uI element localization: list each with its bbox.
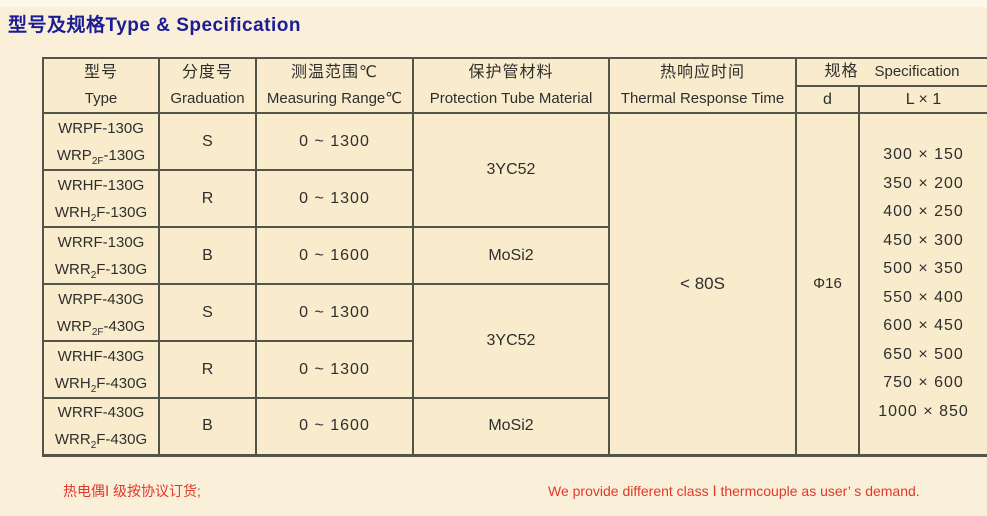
header-row-sub: d L × 1 <box>43 85 987 114</box>
cell-type-models: WRHF-430G WRH2F-430G <box>42 340 160 399</box>
col-header-type: 型号 Type <box>42 57 160 114</box>
length-spec: 650 × 500 <box>883 345 964 363</box>
cell-material: MoSi2 <box>412 226 610 285</box>
model-label: WRP2F-430G <box>56 317 146 338</box>
model-label: WRPF-430G <box>58 290 144 308</box>
model-label: WRR2F-430G <box>54 431 148 452</box>
col-header-range-zh: 测温范围℃ <box>291 64 378 81</box>
model-label: WRP2F-130G <box>56 146 146 167</box>
col-header-spec-zh: 规格 <box>824 63 859 80</box>
cell-graduation: R <box>158 169 257 228</box>
cell-graduation: B <box>158 397 257 456</box>
col-header-graduation-en: Graduation <box>170 90 245 107</box>
length-spec: 550 × 400 <box>883 288 964 306</box>
cell-graduation: S <box>158 283 257 342</box>
model-label: WRRF-430G <box>57 404 145 422</box>
table-row: WRHF-130G WRH2F-130G R 0 ~ 1300 <box>42 169 987 228</box>
cell-type-models: WRPF-130G WRP2F-130G <box>42 112 160 171</box>
top-strip <box>0 0 987 7</box>
cell-range: 0 ~ 1600 <box>255 397 414 456</box>
col-header-graduation: 分度号 Graduation <box>158 57 257 114</box>
col-header-l: L × 1 <box>858 85 987 114</box>
col-header-material: 保护管材料 Protection Tube Material <box>412 57 610 114</box>
cell-thermal-response: < 80S <box>608 112 797 456</box>
model-label: WRH2F-130G <box>54 203 148 224</box>
model-label: WRR2F-130G <box>54 260 148 281</box>
page-title: 型号及规格Type & Specification <box>8 15 301 36</box>
model-label: WRRF-130G <box>57 233 145 251</box>
col-header-d: d <box>795 85 860 114</box>
cell-length-specs: 300 × 150 350 × 200 400 × 250 450 × 300 … <box>858 112 987 456</box>
specification-table: 型号 Type 分度号 Graduation 测温范围℃ Measuring R… <box>42 57 987 457</box>
cell-type-models: WRHF-130G WRH2F-130G <box>42 169 160 228</box>
cell-type-models: WRPF-430G WRP2F-430G <box>42 283 160 342</box>
model-label: WRHF-430G <box>57 347 145 365</box>
col-header-response: 热响应时间 Thermal Response Time <box>608 57 797 114</box>
table-row: WRHF-430G WRH2F-430G R 0 ~ 1300 <box>42 340 987 399</box>
note-chinese: 热电偶Ⅰ 级按协议订货; <box>63 483 201 499</box>
cell-range: 0 ~ 1300 <box>255 112 414 171</box>
length-spec: 1000 × 850 <box>878 402 969 420</box>
note-english: We provide different class Ⅰ thermcouple… <box>548 483 920 499</box>
col-header-material-zh: 保护管材料 <box>468 64 554 81</box>
cell-material: 3YC52 <box>412 283 610 399</box>
length-spec: 300 × 150 <box>883 146 964 164</box>
cell-range: 0 ~ 1300 <box>255 340 414 399</box>
cell-range: 0 ~ 1300 <box>255 283 414 342</box>
cell-range: 0 ~ 1300 <box>255 169 414 228</box>
header-row-main: 型号 Type 分度号 Graduation 测温范围℃ Measuring R… <box>42 57 987 114</box>
model-label: WRPF-130G <box>58 119 144 137</box>
col-header-range: 测温范围℃ Measuring Range℃ <box>255 57 414 114</box>
cell-type-models: WRRF-430G WRR2F-430G <box>42 397 160 456</box>
length-spec: 600 × 450 <box>883 317 964 335</box>
length-spec: 450 × 300 <box>883 231 964 249</box>
length-spec: 400 × 250 <box>883 203 964 221</box>
col-header-type-zh: 型号 <box>83 64 118 81</box>
col-header-type-en: Type <box>84 90 118 107</box>
col-header-response-zh: 热响应时间 <box>659 64 745 81</box>
model-label: WRHF-130G <box>57 176 145 194</box>
model-label: WRH2F-430G <box>54 374 148 395</box>
length-spec: 350 × 200 <box>883 174 964 192</box>
col-header-response-en: Thermal Response Time <box>620 90 785 107</box>
cell-graduation: B <box>158 226 257 285</box>
cell-diameter: Φ16 <box>795 112 860 456</box>
cell-graduation: S <box>158 112 257 171</box>
cell-type-models: WRRF-130G WRR2F-130G <box>42 226 160 285</box>
table-row: WRPF-130G WRP2F-130G S 0 ~ 1300 3YC52 < … <box>42 112 987 456</box>
col-header-graduation-zh: 分度号 <box>181 64 233 81</box>
cell-graduation: R <box>158 340 257 399</box>
col-header-spec-en: Specification <box>874 63 960 80</box>
table-row: WRRF-430G WRR2F-430G B 0 ~ 1600 MoSi2 <box>42 397 987 456</box>
col-header-spec: 规格 Specification <box>795 57 987 87</box>
cell-material: 3YC52 <box>412 112 610 228</box>
length-spec: 750 × 600 <box>883 374 964 392</box>
length-spec: 500 × 350 <box>883 260 964 278</box>
cell-material: MoSi2 <box>412 397 610 456</box>
cell-range: 0 ~ 1600 <box>255 226 414 285</box>
table-row: WRPF-430G WRP2F-430G S 0 ~ 1300 3YC52 <box>42 283 987 399</box>
col-header-material-en: Protection Tube Material <box>429 90 593 107</box>
col-header-range-en: Measuring Range℃ <box>266 90 403 107</box>
table-row: WRRF-130G WRR2F-130G B 0 ~ 1600 MoSi2 <box>42 226 987 285</box>
